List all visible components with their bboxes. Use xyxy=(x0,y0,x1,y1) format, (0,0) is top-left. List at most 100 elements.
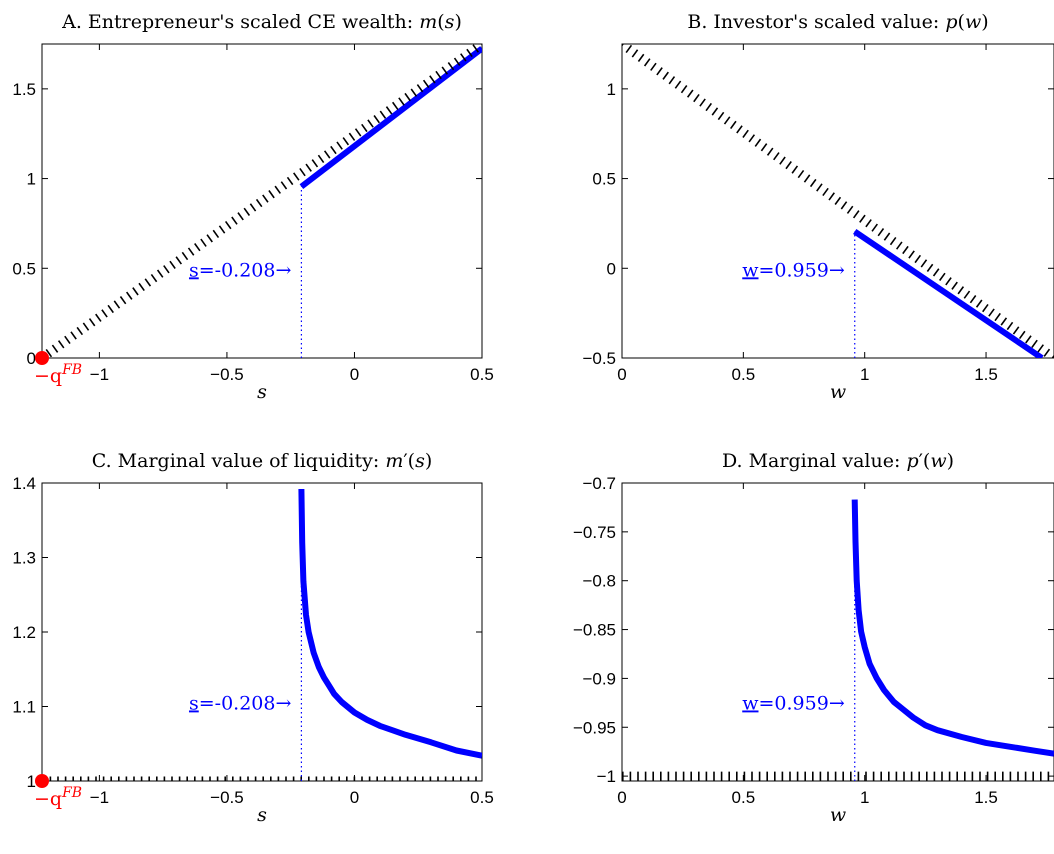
origin-symbol: −q xyxy=(34,788,62,810)
x-tick-label: 1.5 xyxy=(974,365,998,384)
x-tick-label: 1 xyxy=(860,365,869,384)
title-part: B. Investor's scaled value: xyxy=(687,11,945,33)
title-part: ) xyxy=(454,11,461,33)
origin-superscript: FB xyxy=(61,362,82,378)
boundary-symbol: w xyxy=(742,692,759,714)
y-tick-label: −0.5 xyxy=(582,349,616,368)
solution-curve xyxy=(298,488,482,759)
origin-label: −qFB xyxy=(34,362,82,387)
title-part: s xyxy=(415,450,425,472)
y-tick-label: −0.75 xyxy=(573,523,616,542)
x-tick-label: 0.5 xyxy=(470,365,494,384)
y-tick-label: −0.7 xyxy=(582,474,616,493)
boundary-annotation: w=0.959→ xyxy=(742,259,845,281)
panel-d: D. Marginal value: p′(w)0 0.5 1 1.5−1−0.95−… xyxy=(573,450,1054,826)
y-tick-label: 1.2 xyxy=(12,623,36,642)
y-tick-label: 1.1 xyxy=(12,698,36,717)
y-tick-label: 1 xyxy=(607,80,616,99)
title-part: C. Marginal value of liquidity: xyxy=(92,450,386,472)
y-tick-label: 0 xyxy=(27,349,36,368)
y-tick-label: 0 xyxy=(607,259,616,278)
plot-area xyxy=(622,499,1054,781)
x-tick-label: −0.5 xyxy=(210,365,244,384)
reference-dotted-line xyxy=(42,44,482,358)
axes-frame xyxy=(621,43,1054,359)
solution-curve xyxy=(851,499,1054,757)
y-tick-label: 0.5 xyxy=(12,259,36,278)
origin-symbol: −q xyxy=(34,365,62,387)
x-tick-label: −1 xyxy=(90,788,109,807)
title-part: ′( xyxy=(919,450,931,472)
x-tick-label: 1.5 xyxy=(974,788,998,807)
origin-label: −qFB xyxy=(34,785,82,810)
title-part: D. Marginal value: xyxy=(722,450,906,472)
boundary-symbol: w xyxy=(742,259,759,281)
boundary-annotation: s=-0.208→ xyxy=(189,692,291,714)
title-part: p xyxy=(945,11,957,33)
x-tick-label: −0.5 xyxy=(210,788,244,807)
y-tick-label: 1 xyxy=(27,772,36,791)
x-tick-label: 0 xyxy=(617,365,626,384)
boundary-annotation: s=-0.208→ xyxy=(189,259,291,281)
title-part: ) xyxy=(425,450,432,472)
plot-area xyxy=(42,488,482,781)
y-tick-label: −0.9 xyxy=(582,669,616,688)
x-tick-label: 0 xyxy=(617,788,626,807)
title-part: w xyxy=(930,450,946,472)
x-tick-label: 1 xyxy=(860,788,869,807)
title-part: w xyxy=(965,11,981,33)
origin-marker xyxy=(35,774,49,788)
y-tick-label: 1.4 xyxy=(12,474,36,493)
title-part: m xyxy=(419,11,437,33)
y-tick-label: −0.95 xyxy=(573,718,616,737)
title-part: ( xyxy=(437,11,444,33)
title-part: ( xyxy=(958,11,965,33)
solution-curve xyxy=(299,46,482,189)
title-part: s xyxy=(445,11,455,33)
x-tick-label: 0.5 xyxy=(470,788,494,807)
x-tick-label: 0.5 xyxy=(732,788,756,807)
boundary-symbol: s xyxy=(189,259,199,281)
y-tick-label: 1.5 xyxy=(12,80,36,99)
title-part: p xyxy=(906,450,918,472)
y-tick-label: 0.5 xyxy=(592,170,616,189)
plot-area xyxy=(622,44,1054,358)
title-part: ) xyxy=(947,450,954,472)
x-tick-label: 0 xyxy=(350,365,359,384)
boundary-value: =0.959→ xyxy=(759,259,845,281)
chart-title: A. Entrepreneur's scaled CE wealth: m(s) xyxy=(61,11,462,33)
x-tick-label: 0 xyxy=(350,788,359,807)
y-tick-label: 1.3 xyxy=(12,549,36,568)
reference-dotted-line xyxy=(622,44,1054,358)
boundary-annotation: w=0.959→ xyxy=(742,692,845,714)
panel-b: B. Investor's scaled value: p(w)0 0.5 1 1.5… xyxy=(582,11,1054,403)
x-tick-label: 0.5 xyxy=(732,365,756,384)
chart-title: C. Marginal value of liquidity: m′(s) xyxy=(92,450,433,472)
chart-title: B. Investor's scaled value: p(w) xyxy=(687,11,988,33)
y-tick-label: 1 xyxy=(27,170,36,189)
y-tick-label: −1 xyxy=(597,767,616,786)
plot-area xyxy=(42,44,482,358)
x-axis-label: w xyxy=(830,804,846,826)
x-axis-label: s xyxy=(257,804,267,826)
title-part: m xyxy=(385,450,403,472)
origin-superscript: FB xyxy=(61,785,82,801)
axes-frame xyxy=(41,43,483,359)
title-part: A. Entrepreneur's scaled CE wealth: xyxy=(61,11,419,33)
boundary-symbol: s xyxy=(189,692,199,714)
panel-a: A. Entrepreneur's scaled CE wealth: m(s)… xyxy=(12,11,493,403)
panel-c: C. Marginal value of liquidity: m′(s)−1−… xyxy=(12,450,493,826)
boundary-value: =-0.208→ xyxy=(199,259,292,281)
y-tick-label: −0.85 xyxy=(573,621,616,640)
title-part: ) xyxy=(981,11,988,33)
x-axis-label: w xyxy=(830,381,846,403)
boundary-value: =0.959→ xyxy=(759,692,845,714)
x-axis-label: s xyxy=(257,381,267,403)
axes-frame xyxy=(621,482,1054,782)
boundary-value: =-0.208→ xyxy=(199,692,292,714)
y-tick-label: −0.8 xyxy=(582,572,616,591)
solution-curve xyxy=(853,229,1044,358)
chart-title: D. Marginal value: p′(w) xyxy=(722,450,954,472)
origin-marker xyxy=(35,351,49,365)
